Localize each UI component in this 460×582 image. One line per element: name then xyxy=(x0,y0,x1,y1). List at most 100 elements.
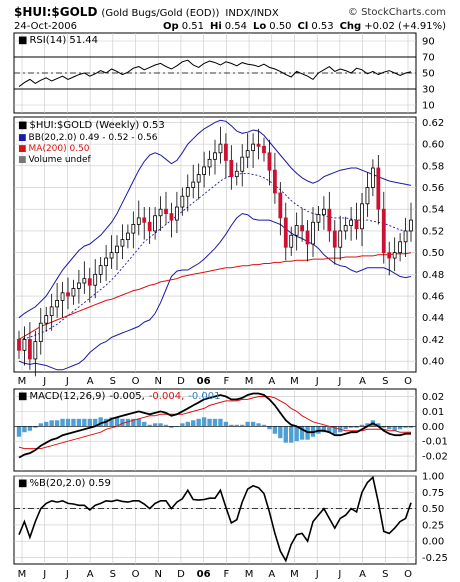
candle-body-up xyxy=(158,208,163,217)
macd-hist-bar xyxy=(354,426,359,428)
candle-body-up xyxy=(392,252,397,259)
macd-hist-bar xyxy=(22,426,27,433)
candle xyxy=(115,235,119,270)
candle-body-up xyxy=(109,252,114,259)
candle-body-up xyxy=(196,174,201,183)
pctb-x-label: O xyxy=(132,569,140,580)
price-x-label: O xyxy=(404,376,412,387)
candle xyxy=(55,283,60,318)
price-x-label: 06 xyxy=(197,376,211,387)
candle xyxy=(33,330,38,377)
macd-hist-bar xyxy=(403,426,408,428)
macd-hist-bar xyxy=(98,417,103,427)
macd-hist-bar xyxy=(49,420,54,427)
ma-legend-text: MA(200) 0.50 xyxy=(29,144,90,154)
price-x-label: A xyxy=(87,376,94,387)
macd-hist-bar xyxy=(196,418,201,427)
pctb-tick-label: 0.75 xyxy=(422,488,444,499)
macd-hist-bar xyxy=(207,418,212,427)
pctb-x-label: J xyxy=(65,569,69,580)
volume-legend-swatch: ■ xyxy=(18,155,27,165)
candle xyxy=(392,237,397,272)
macd-hist-bar xyxy=(229,424,234,427)
price-panel: 0.62 0.60 0.58 0.56 0.54 0.52 0.50 0.48 0.46 0.44… xyxy=(13,116,444,387)
macd-hist-bar xyxy=(392,426,397,431)
candle-body-down xyxy=(332,230,337,248)
candle xyxy=(245,133,250,168)
pctb-tick-label: 0.00 xyxy=(422,537,444,548)
candle xyxy=(185,174,190,212)
candle-body-down xyxy=(381,208,386,254)
price-tick-label: 0.56 xyxy=(422,183,444,194)
candle-body-up xyxy=(55,299,60,308)
price-x-label: A xyxy=(359,376,366,387)
macd-legend: ■ MACD(12,26,9) -0.005, -0.004, -0.001 xyxy=(18,391,221,402)
macd-hist-bar xyxy=(191,420,196,427)
macd-tick-label: -0.02 xyxy=(422,452,448,463)
pctb-x-label: J xyxy=(42,569,46,580)
candle-body-up xyxy=(49,306,54,316)
macd-hist-bar xyxy=(147,424,152,427)
candle xyxy=(44,306,49,332)
candle xyxy=(120,224,125,260)
macd-tick-label: -0.01 xyxy=(422,437,448,448)
macd-hist-bar xyxy=(327,426,332,433)
candle-body-up xyxy=(398,241,403,254)
pctb-x-label: S xyxy=(110,569,116,580)
candle xyxy=(370,159,375,197)
macd-hist-bar xyxy=(397,426,403,430)
candle-body-up xyxy=(289,234,294,248)
candle xyxy=(398,233,403,262)
candle xyxy=(142,207,147,240)
macd-hist-bar xyxy=(348,426,354,428)
candle-body-up xyxy=(174,206,179,221)
candle-body-up xyxy=(38,322,43,343)
pctb-x-label: D xyxy=(177,569,185,580)
candle-body-up xyxy=(409,219,413,232)
close-value: 0.53 xyxy=(311,21,333,32)
bb-middle-line xyxy=(18,172,411,340)
rsi-legend: ■ RSI(14) 51.44 xyxy=(18,35,98,46)
candle-body-up xyxy=(60,292,65,301)
pctb-x-label: M xyxy=(290,569,299,580)
candle xyxy=(169,202,174,238)
pctb-x-label: J xyxy=(315,569,319,580)
candle xyxy=(174,191,179,234)
candle xyxy=(223,133,228,178)
candle-body-up xyxy=(76,282,81,289)
candle xyxy=(289,226,294,256)
price-x-label: O xyxy=(132,376,140,387)
exchange: INDX/INDX xyxy=(225,8,278,19)
price-legend-main: ■ $HUI:$GOLD (Weekly) 0.53 xyxy=(18,120,165,131)
low-label: Lo xyxy=(253,21,266,32)
pctb-tick-label: 0.25 xyxy=(422,520,444,531)
pctb-x-label: M xyxy=(18,569,27,580)
price-x-label: N xyxy=(154,376,161,387)
ma200-line xyxy=(18,252,412,340)
candle xyxy=(22,326,27,366)
price-x-label: D xyxy=(177,376,185,387)
price-x-label: J xyxy=(315,376,319,387)
candle-body-down xyxy=(272,169,277,194)
candle-body-down xyxy=(66,292,70,297)
pctb-tick-label: 0.50 xyxy=(422,504,444,515)
macd-hist-bar xyxy=(299,426,305,440)
macd-line xyxy=(18,392,411,459)
price-legend: ■ $HUI:$GOLD (Weekly) 0.53 ■ BB(20,2.0) 0.… xyxy=(18,120,165,165)
chart-title: $HUI:$GOLD (Gold Bugs/Gold (EOD)) INDX/IND… xyxy=(14,5,279,19)
macd-legend-prefix: MACD(12,26,9) xyxy=(29,391,105,402)
price-tick-label: 0.48 xyxy=(422,270,444,281)
price-x-label: F xyxy=(223,376,229,387)
candle-body-down xyxy=(300,225,305,232)
candle xyxy=(180,187,185,216)
ma-legend: ■ MA(200) 0.50 xyxy=(18,144,90,154)
candle-body-up xyxy=(104,257,109,267)
credit: © StockCharts.com xyxy=(348,7,446,18)
macd-hist-bar xyxy=(294,426,299,442)
candle xyxy=(332,220,337,265)
candle xyxy=(164,191,168,225)
macd-hist-bar xyxy=(142,421,147,427)
macd-hist-bar xyxy=(245,421,250,427)
candle xyxy=(87,267,92,303)
price-x-label: M xyxy=(245,376,254,387)
